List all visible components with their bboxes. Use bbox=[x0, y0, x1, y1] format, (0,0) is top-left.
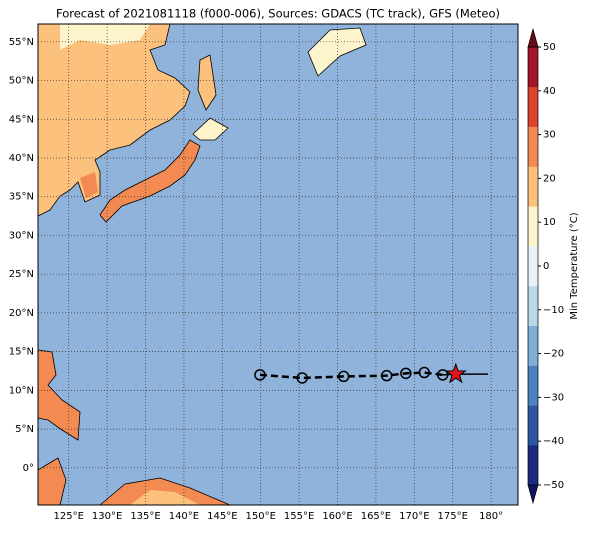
track-point bbox=[296, 372, 308, 384]
colorbar-band bbox=[528, 47, 538, 88]
lat-tick-label: 15°N bbox=[9, 347, 34, 358]
track-point bbox=[337, 370, 350, 383]
lon-tick-label: 165°E bbox=[361, 511, 391, 522]
lon-tick-label: 155°E bbox=[284, 511, 314, 522]
track-point bbox=[400, 367, 412, 380]
lat-tick-label: 0° bbox=[23, 463, 34, 474]
lat-tick-label: 25°N bbox=[9, 269, 34, 280]
colorbar-tick-label: −40 bbox=[543, 436, 564, 447]
colorbar-tick-label: −30 bbox=[543, 392, 564, 403]
colorbar-band bbox=[528, 246, 538, 287]
track-point bbox=[380, 369, 393, 382]
lat-tick-label: 55°N bbox=[9, 37, 34, 48]
lat-tick-label: 35°N bbox=[9, 192, 34, 203]
track-point bbox=[418, 366, 431, 379]
colorbar-label: Min Temperature (°C) bbox=[569, 212, 580, 319]
forecast-track bbox=[259, 371, 443, 380]
colorbar-band bbox=[528, 445, 538, 486]
colorbar-tick-label: 10 bbox=[543, 217, 556, 228]
colorbar-tick-label: −10 bbox=[543, 305, 564, 316]
colorbar-tick-label: 20 bbox=[543, 173, 556, 184]
lat-tick-label: 50°N bbox=[9, 76, 34, 87]
lat-tick-label: 45°N bbox=[9, 114, 34, 125]
past-track bbox=[442, 373, 489, 376]
track-point bbox=[436, 369, 449, 381]
colorbar-band bbox=[528, 405, 538, 446]
lat-tick-label: 30°N bbox=[9, 230, 34, 241]
track-point bbox=[254, 369, 266, 381]
title: Forecast of 2021081118 (f000-006), Sourc… bbox=[56, 7, 500, 21]
colorbar-band bbox=[528, 365, 538, 406]
lon-tick-label: 140°E bbox=[169, 511, 199, 522]
lat-tick-label: 20°N bbox=[9, 308, 34, 319]
lon-tick-label: 160°E bbox=[322, 511, 352, 522]
lon-tick-label: 125°E bbox=[54, 511, 84, 522]
lat-tick-label: 5°N bbox=[15, 424, 34, 435]
colorbar-band bbox=[528, 285, 538, 327]
colorbar-tick-label: −50 bbox=[543, 480, 564, 491]
lon-tick-label: 150°E bbox=[246, 511, 276, 522]
colorbar-band bbox=[528, 206, 538, 247]
land bbox=[37, 23, 367, 506]
colorbar-tick-label: 0 bbox=[543, 261, 549, 272]
colorbar-band bbox=[528, 325, 538, 366]
lat-tick-label: 10°N bbox=[9, 385, 34, 396]
lon-tick-label: 145°E bbox=[207, 511, 237, 522]
colorbar-band bbox=[528, 166, 538, 207]
colorbar-band bbox=[528, 126, 538, 167]
current-position bbox=[444, 362, 467, 384]
lon-tick-label: 175°E bbox=[438, 511, 468, 522]
colorbar-tick-label: −20 bbox=[543, 349, 564, 360]
lon-tick-label: 135°E bbox=[130, 511, 160, 522]
colorbar-band bbox=[528, 86, 538, 127]
colorbar-tick-label: 40 bbox=[543, 86, 556, 97]
lon-tick-label: 180° bbox=[479, 511, 503, 522]
colorbar-extend-low bbox=[527, 484, 539, 505]
colorbar-tick-label: 50 bbox=[543, 42, 556, 53]
map-frame bbox=[37, 23, 519, 506]
lat-tick-label: 40°N bbox=[9, 153, 34, 164]
lon-tick-label: 170°E bbox=[399, 511, 429, 522]
colorbar-tick-label: 30 bbox=[543, 130, 556, 141]
lon-tick-label: 130°E bbox=[92, 511, 122, 522]
colorbar-extend-high bbox=[527, 27, 539, 48]
